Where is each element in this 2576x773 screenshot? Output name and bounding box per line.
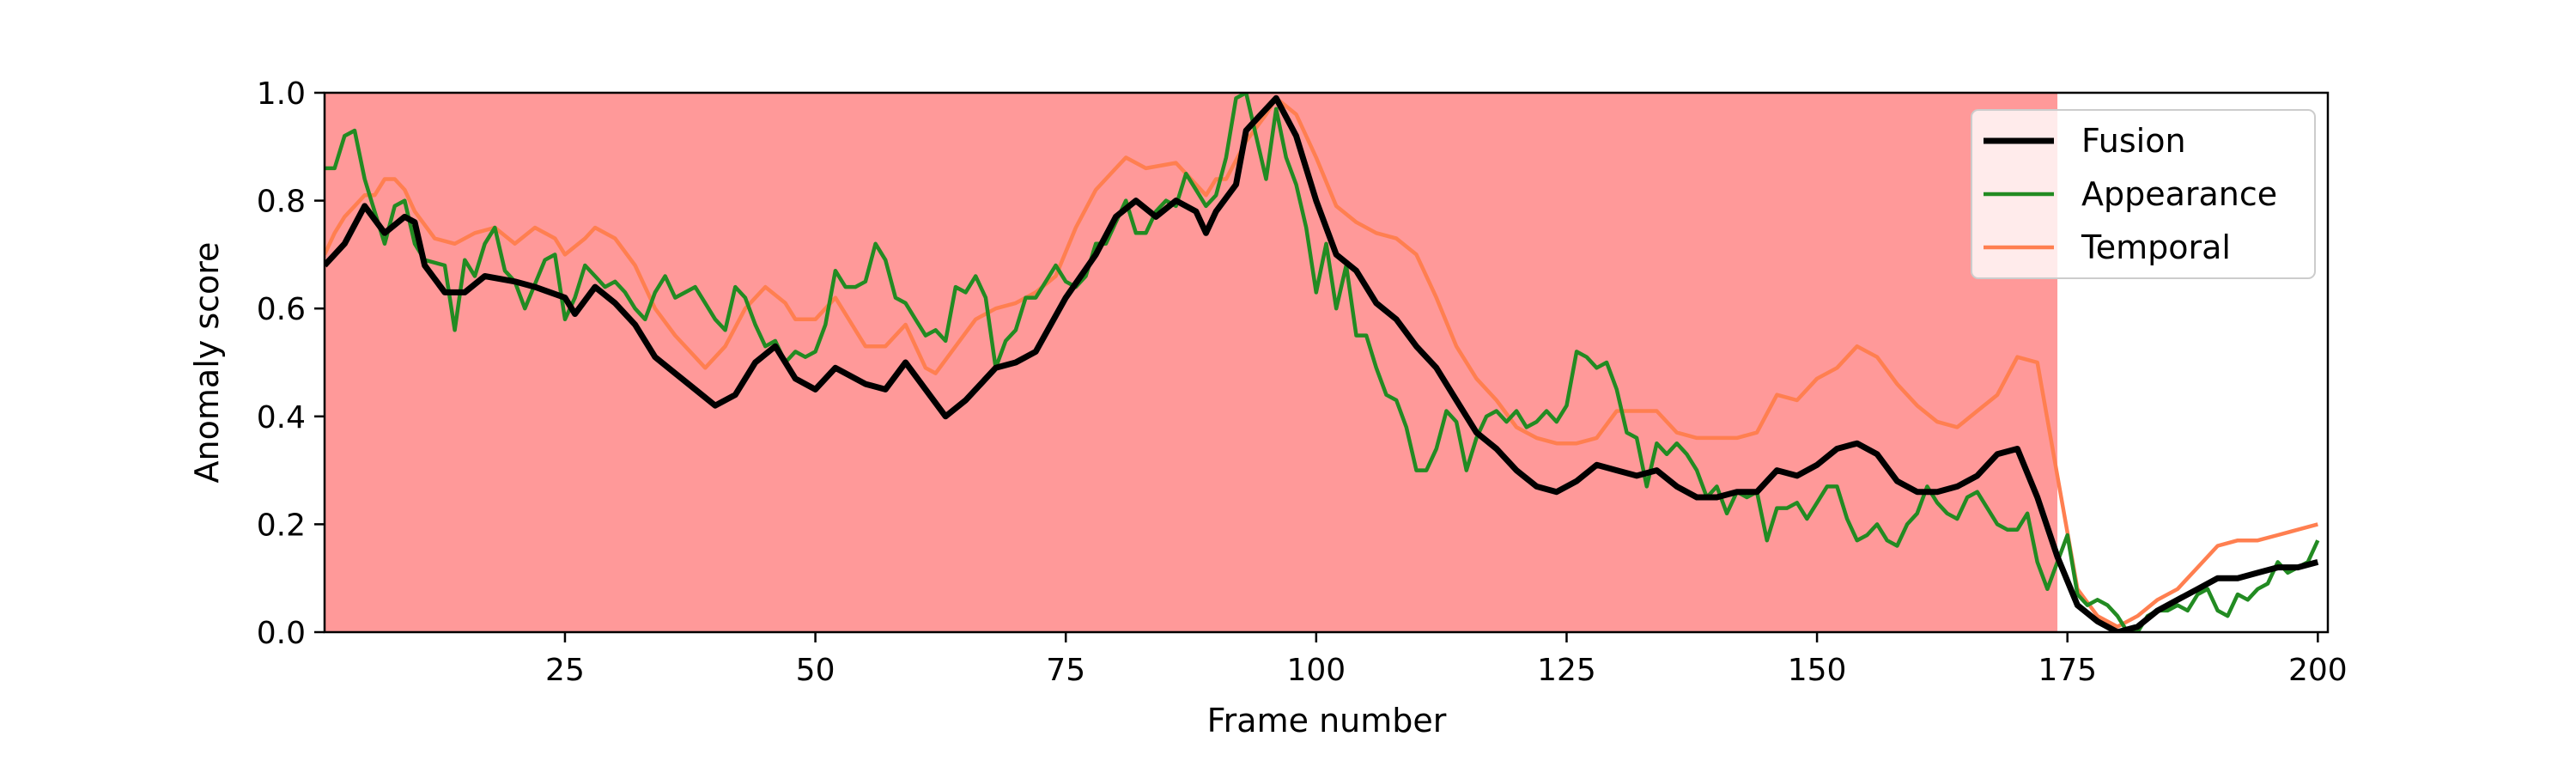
legend-label-temporal: Temporal (2081, 228, 2231, 266)
y-tick-label: 0.8 (257, 185, 306, 220)
series-line-temporal (325, 96, 2318, 629)
x-tick-label: 100 (1286, 653, 1346, 688)
y-tick-label: 0.4 (257, 400, 306, 435)
plot-frame (323, 91, 2330, 634)
x-axis: 25 50 75 100 125 150 175 200 (545, 632, 2348, 688)
x-tick-label: 150 (1788, 653, 1847, 688)
x-tick-label: 175 (2038, 653, 2097, 688)
y-axis-label: Anomaly score (188, 242, 226, 484)
x-tick-label: 75 (1046, 653, 1085, 688)
legend-box (1971, 109, 2316, 279)
shaded-anomaly-region (325, 93, 2058, 632)
y-tick-label: 0.0 (257, 616, 306, 651)
y-axis: 0.0 0.2 0.4 0.6 0.8 1.0 (257, 76, 325, 651)
x-tick-label: 200 (2288, 653, 2348, 688)
legend-label-fusion: Fusion (2081, 122, 2186, 160)
legend-label-appearance: Appearance (2081, 175, 2277, 213)
x-tick-label: 50 (796, 653, 835, 688)
legend: Fusion Appearance Temporal (1971, 109, 2316, 279)
y-tick-label: 1.0 (257, 76, 306, 112)
y-tick-label: 0.6 (257, 292, 306, 327)
y-tick-label: 0.2 (257, 508, 306, 543)
series-line-fusion (325, 94, 2319, 632)
x-tick-label: 25 (545, 653, 585, 688)
series-line-appearance (325, 93, 2320, 632)
x-axis-label: Frame number (1207, 702, 1447, 740)
x-tick-label: 125 (1537, 653, 1596, 688)
series-layer (325, 93, 2320, 632)
